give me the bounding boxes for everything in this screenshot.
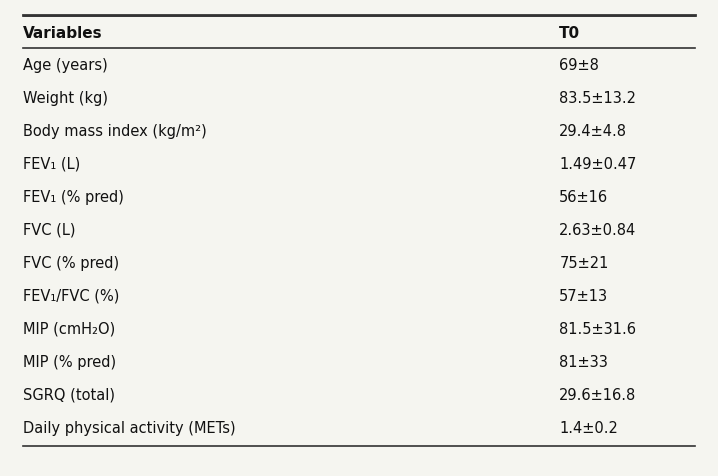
Text: Weight (kg): Weight (kg) (23, 90, 108, 106)
Text: FEV₁ (L): FEV₁ (L) (23, 157, 80, 171)
Text: T0: T0 (559, 26, 580, 41)
Text: 29.6±16.8: 29.6±16.8 (559, 387, 637, 402)
Text: 81.5±31.6: 81.5±31.6 (559, 321, 636, 336)
Text: Variables: Variables (23, 26, 103, 41)
Text: FVC (L): FVC (L) (23, 222, 75, 237)
Text: FEV₁/FVC (%): FEV₁/FVC (%) (23, 288, 119, 303)
Text: 29.4±4.8: 29.4±4.8 (559, 123, 628, 139)
Text: Daily physical activity (METs): Daily physical activity (METs) (23, 420, 236, 435)
Text: MIP (cmH₂O): MIP (cmH₂O) (23, 321, 115, 336)
Text: MIP (% pred): MIP (% pred) (23, 354, 116, 369)
Text: 83.5±13.2: 83.5±13.2 (559, 90, 636, 106)
Text: 81±33: 81±33 (559, 354, 608, 369)
Text: SGRQ (total): SGRQ (total) (23, 387, 115, 402)
Text: 75±21: 75±21 (559, 255, 609, 270)
Text: Body mass index (kg/m²): Body mass index (kg/m²) (23, 123, 207, 139)
Text: FVC (% pred): FVC (% pred) (23, 255, 119, 270)
Text: 69±8: 69±8 (559, 58, 599, 72)
Text: 1.49±0.47: 1.49±0.47 (559, 157, 637, 171)
Text: Age (years): Age (years) (23, 58, 108, 72)
Text: 1.4±0.2: 1.4±0.2 (559, 420, 618, 435)
Text: FEV₁ (% pred): FEV₁ (% pred) (23, 189, 123, 204)
Text: 56±16: 56±16 (559, 189, 608, 204)
Text: 2.63±0.84: 2.63±0.84 (559, 222, 637, 237)
Text: 57±13: 57±13 (559, 288, 608, 303)
